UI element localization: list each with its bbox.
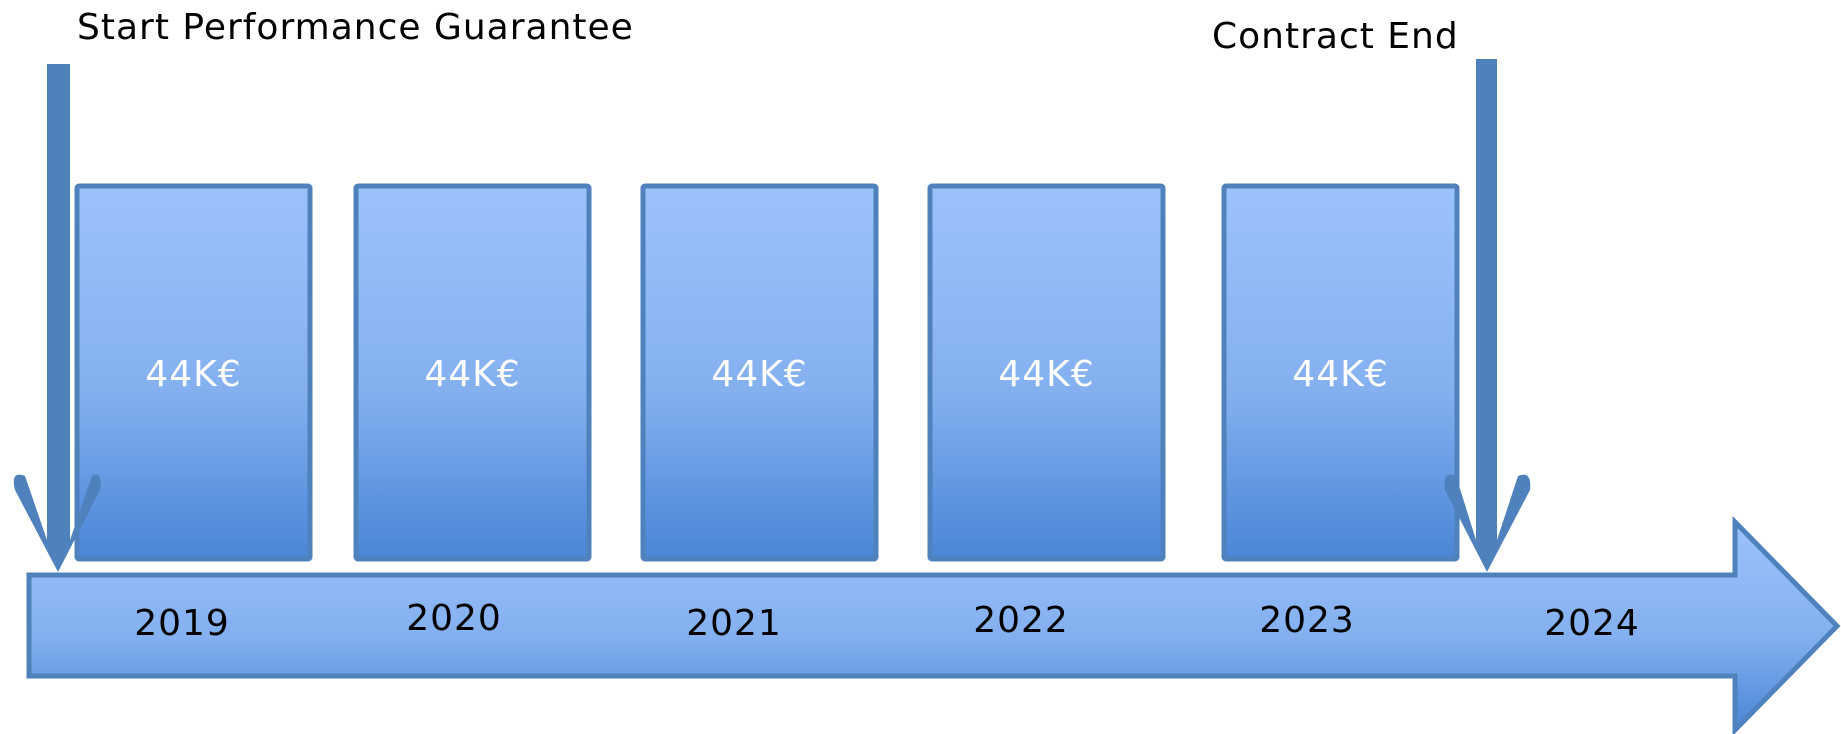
- year-label: 2022: [973, 600, 1069, 641]
- end-label: Contract End: [1212, 16, 1459, 57]
- year-box: [640, 183, 879, 562]
- year-box: [353, 183, 592, 562]
- timeline-arrow: [26, 515, 1841, 734]
- amount-label: 44K€: [145, 354, 241, 395]
- year-box: [74, 183, 313, 562]
- amount-label: 44K€: [711, 354, 807, 395]
- start-arrow: [13, 64, 101, 572]
- year-box: [1221, 183, 1460, 562]
- amount-label: 44K€: [998, 354, 1094, 395]
- year-label: 2020: [406, 598, 502, 639]
- amount-label: 44K€: [1292, 354, 1388, 395]
- end-arrow: [1444, 59, 1531, 572]
- year-label: 2023: [1259, 600, 1355, 641]
- year-label: 2024: [1544, 603, 1640, 644]
- amount-label: 44K€: [424, 354, 520, 395]
- year-label: 2021: [686, 603, 782, 644]
- year-label: 2019: [134, 603, 230, 644]
- start-label: Start Performance Guarantee: [77, 7, 634, 48]
- year-box: [927, 183, 1166, 562]
